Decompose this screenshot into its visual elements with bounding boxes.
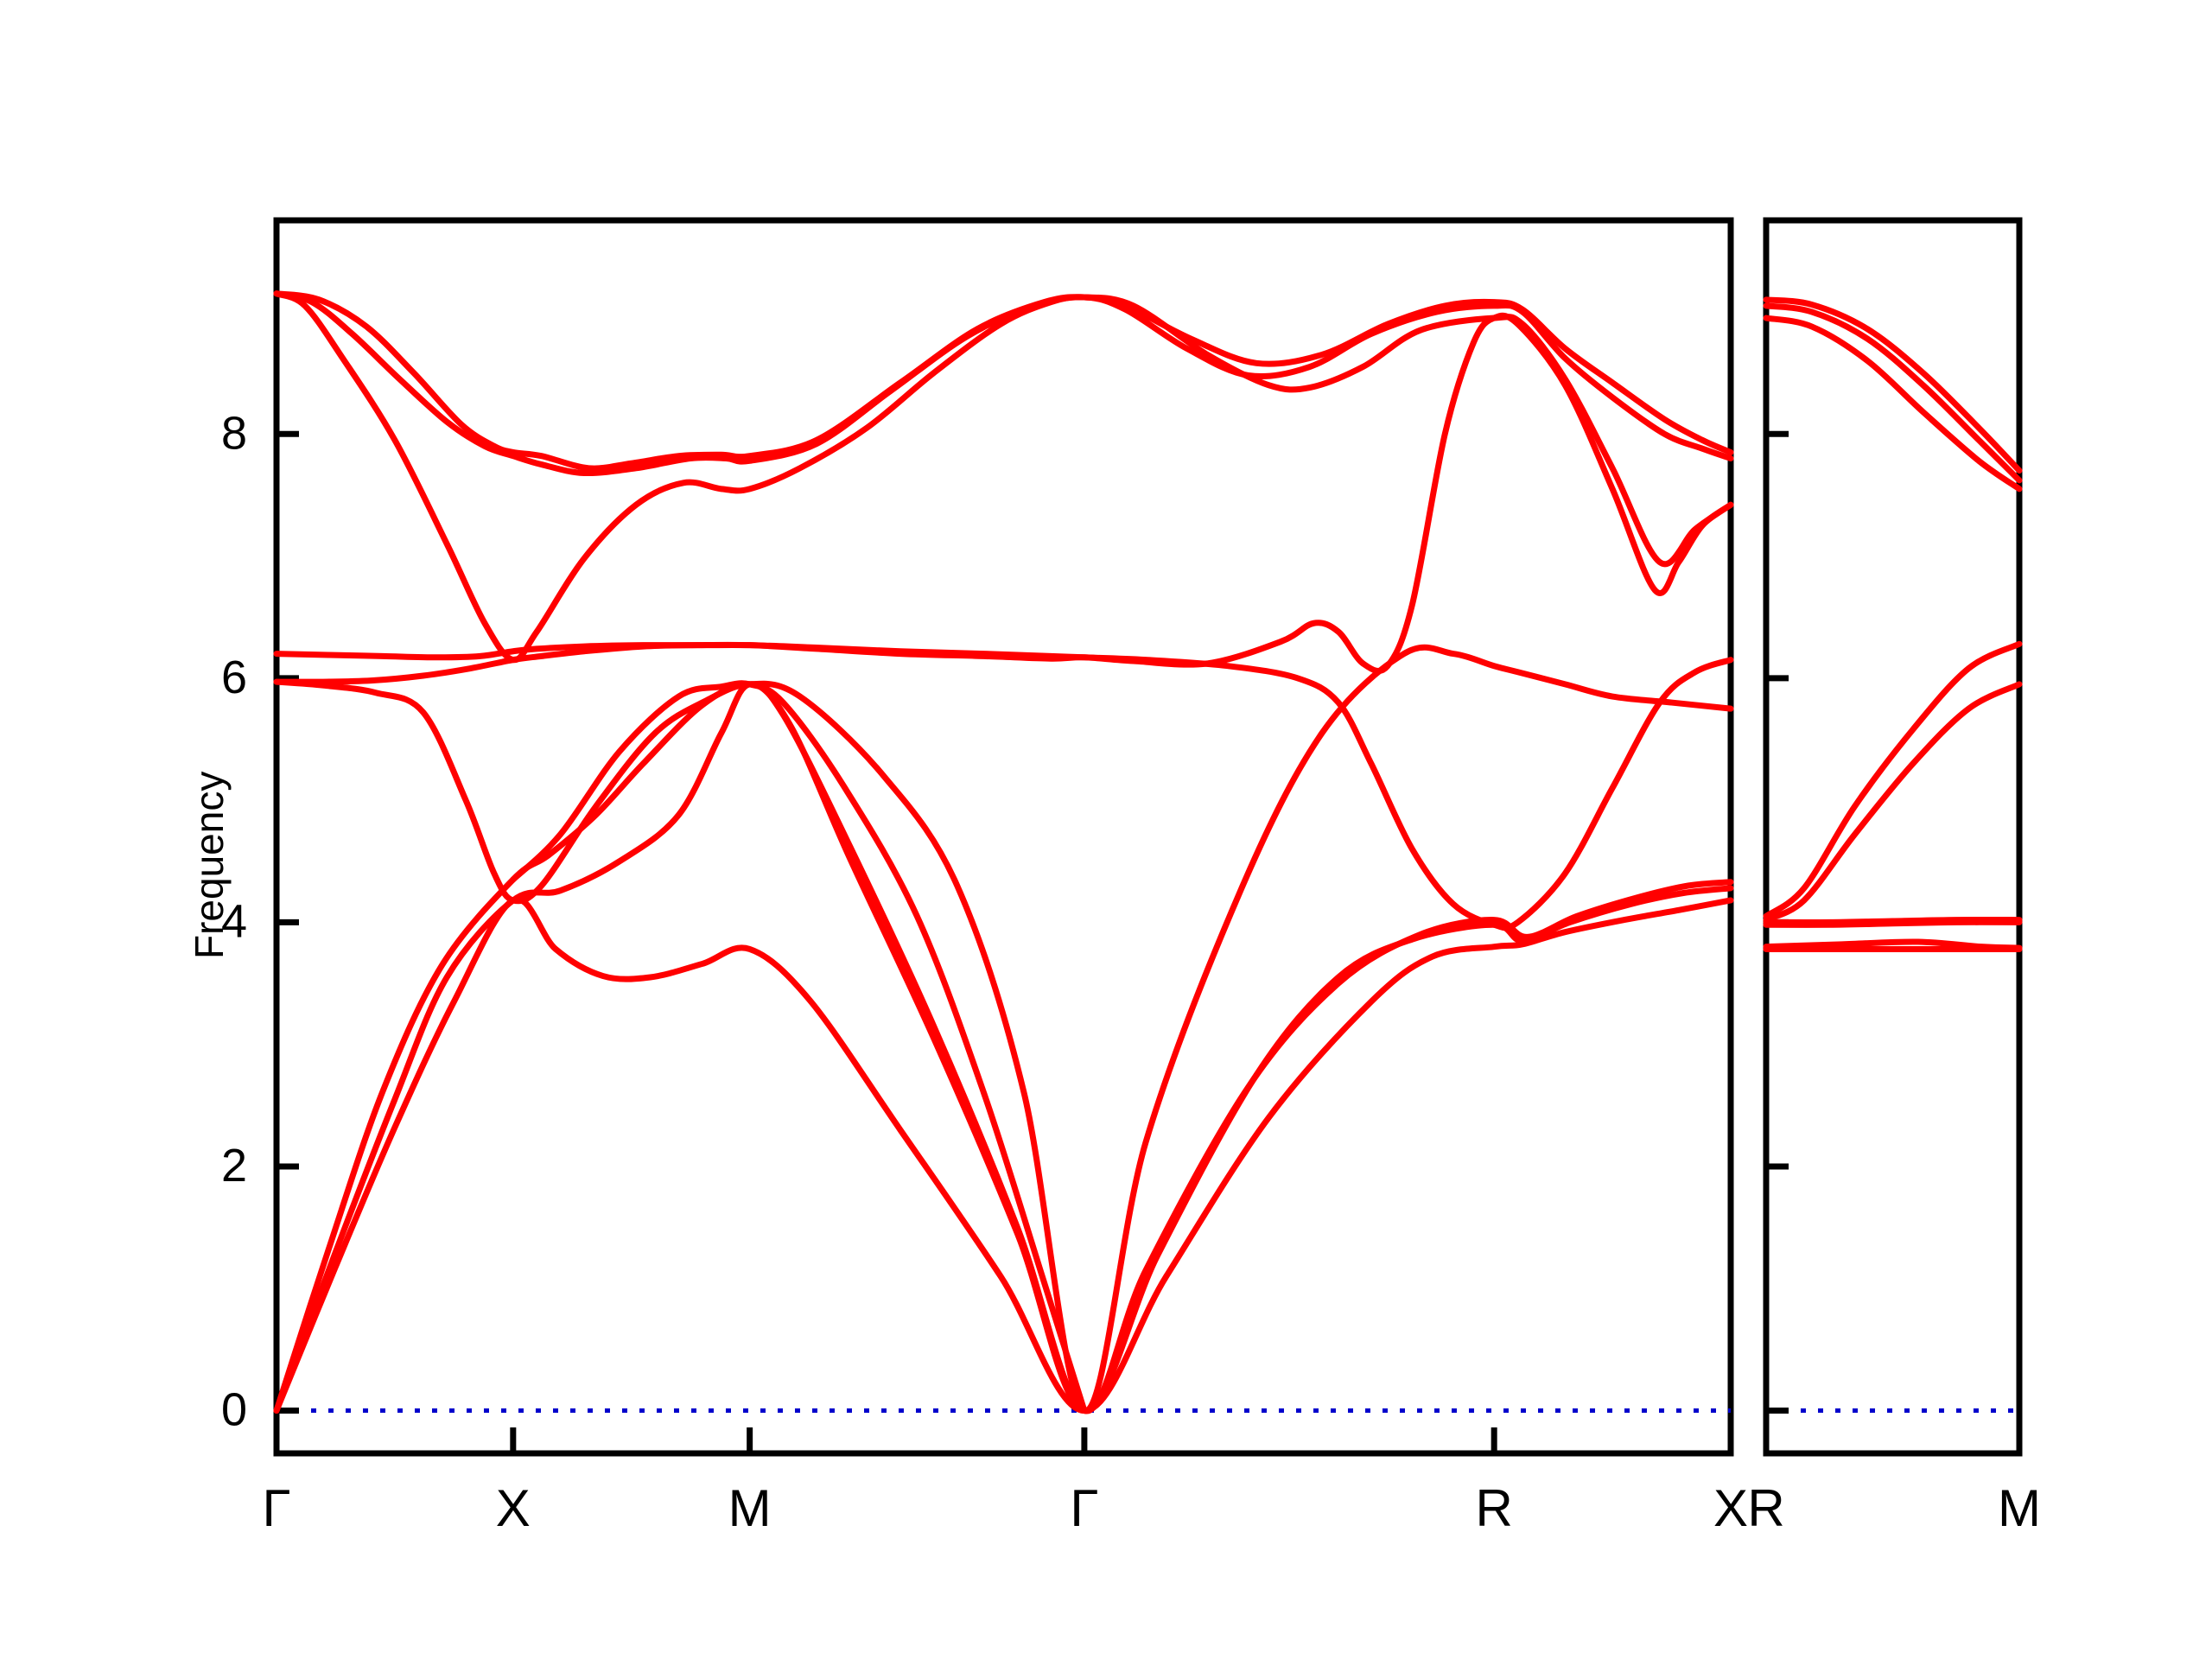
band-branch [273,896,1734,1414]
x-tick-label-second-0: R [1747,1479,1784,1537]
band-branch [273,290,1734,664]
y-tick-label: 0 [221,1384,247,1436]
band-branch [273,290,1734,472]
secondary-panel-frame [1763,217,2023,1457]
y-tick-label: 8 [221,407,247,459]
y-tick-label: 2 [221,1140,247,1192]
y-tick-label: 4 [221,895,247,947]
band-branch [1763,938,2023,951]
x-tick-label-main-3: Γ [1070,1479,1098,1537]
x-tick-label-second-1: M [1998,1479,2041,1537]
band-branch [510,680,1088,1414]
main-panel-frame [273,217,1734,1457]
x-tick-label-main-4: R [1476,1479,1513,1537]
band-branch [273,681,1734,1414]
band-branch [1763,681,2023,924]
x-tick-label-main-2: M [728,1479,772,1537]
band-branch [1763,916,2023,926]
y-tick-label: 6 [221,652,247,703]
band-branch [1763,315,2023,493]
band-branch [273,644,1734,1414]
band-branch [273,641,1734,931]
band-curves [273,290,2023,1414]
band-branch [273,681,1734,1414]
band-branch [273,312,1734,685]
band-branch [1763,302,2023,484]
x-tick-label-main-1: X [496,1479,531,1537]
band-branch [1763,640,2023,919]
x-tick-label-main-5: X [1713,1479,1748,1537]
band-branch [1763,296,2023,474]
x-tick-label-main-0: Γ [262,1479,290,1537]
